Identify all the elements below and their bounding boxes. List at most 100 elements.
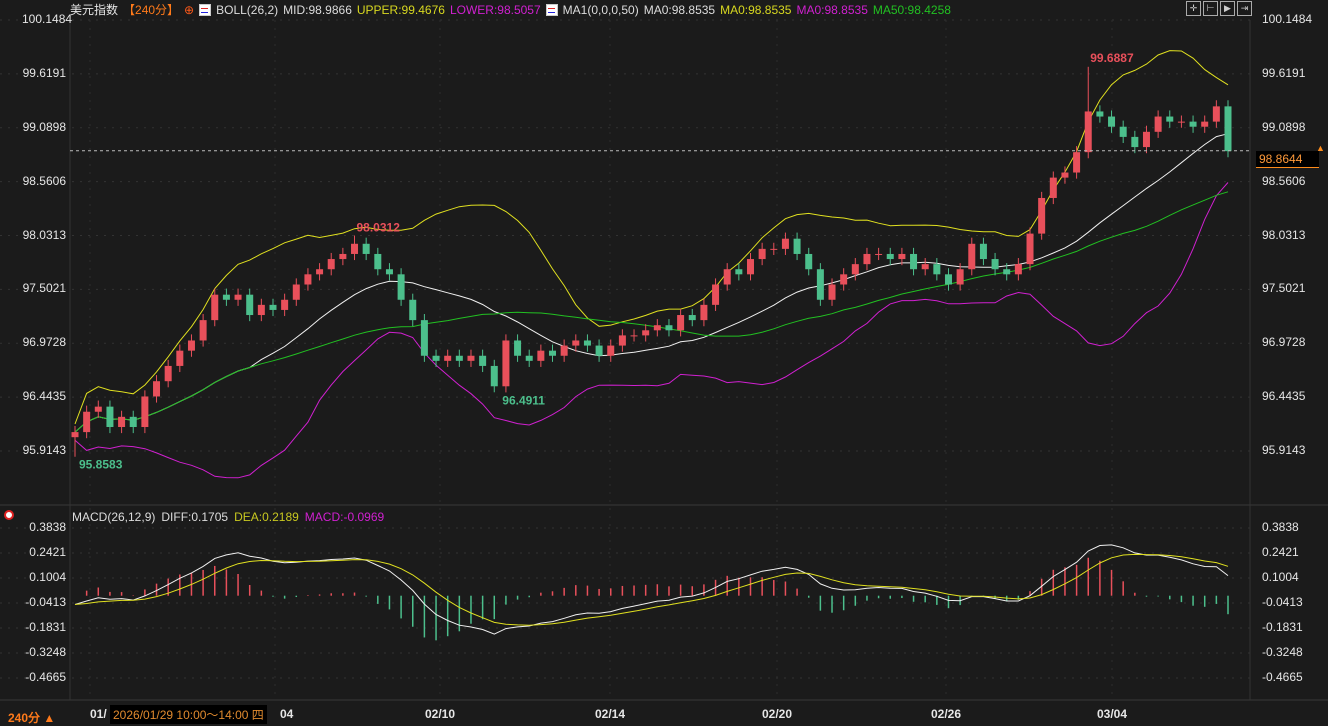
macd-tick-label: -0.1831 bbox=[1262, 620, 1303, 634]
candle-body bbox=[397, 274, 405, 300]
candle-body bbox=[257, 304, 265, 316]
candle-body bbox=[793, 238, 801, 254]
candle-body bbox=[1119, 126, 1127, 137]
candle-body bbox=[607, 345, 615, 356]
candle-body bbox=[339, 253, 347, 260]
candle-body bbox=[549, 350, 557, 356]
instrument-title: 美元指数 bbox=[70, 3, 119, 17]
candle-body bbox=[840, 274, 848, 285]
price-tick-label-left: 99.6191 bbox=[22, 65, 66, 80]
candle-body bbox=[327, 259, 335, 270]
candle-body bbox=[630, 335, 638, 337]
candle-body bbox=[281, 299, 289, 310]
candle-body bbox=[1049, 177, 1057, 198]
macd-name: MACD(26,12,9) bbox=[72, 510, 156, 524]
candle-body bbox=[1073, 152, 1081, 173]
macd-tick-label-left: 0.2421 bbox=[29, 545, 66, 559]
crosshair-circle-icon[interactable]: ⊕ bbox=[184, 2, 195, 17]
macd-header: MACD(26,12,9) DIFF:0.1705 DEA:0.2189 MAC… bbox=[72, 510, 384, 524]
price-tick-label: 99.0898 bbox=[1262, 119, 1306, 134]
candle-body bbox=[921, 264, 929, 270]
macd-tick-label: 0.3838 bbox=[1262, 520, 1299, 534]
candle-body bbox=[910, 253, 918, 270]
macd-diff: DIFF:0.1705 bbox=[161, 510, 229, 524]
candle-body bbox=[642, 330, 650, 336]
fit-left-icon[interactable]: ⊢ bbox=[1203, 1, 1218, 16]
macd-tick-label-left: -0.3248 bbox=[25, 645, 66, 659]
candle-body bbox=[1061, 172, 1069, 178]
date-tick-label: 03/04 bbox=[1097, 707, 1128, 721]
candle-body bbox=[304, 274, 312, 285]
candle-body bbox=[1189, 121, 1197, 127]
candle-body bbox=[490, 365, 498, 387]
candle-body bbox=[851, 264, 859, 275]
candle-body bbox=[374, 253, 382, 270]
candle-body bbox=[781, 238, 789, 249]
candle-body bbox=[618, 335, 626, 346]
candle-body bbox=[875, 253, 883, 255]
candle-body bbox=[735, 269, 743, 275]
boll-mid: MID:98.9866 bbox=[283, 2, 352, 17]
indicator-header: 美元指数 【240分】 ⊕ BOLL(26,2) MID:98.9866 UPP… bbox=[70, 1, 951, 18]
candle-body bbox=[1108, 116, 1116, 127]
candle-body bbox=[246, 294, 254, 316]
candle-body bbox=[688, 315, 696, 321]
candle-body bbox=[816, 269, 824, 300]
candle-body bbox=[199, 320, 207, 341]
candle-body bbox=[502, 340, 510, 387]
current-price-label: 98.8644 bbox=[1256, 151, 1319, 168]
macd-tick-label: -0.4665 bbox=[1262, 670, 1303, 684]
candle-body bbox=[1154, 116, 1162, 132]
macd-value: MACD:-0.0969 bbox=[304, 510, 385, 524]
period-badge[interactable]: 【240分】 bbox=[123, 3, 180, 17]
macd-tick-label-left: 0.3838 bbox=[29, 520, 66, 534]
candle-body bbox=[211, 294, 219, 321]
move-icon[interactable]: ✛ bbox=[1186, 1, 1201, 16]
period-selector[interactable]: 240分 ▲ bbox=[8, 711, 56, 725]
price-tick-label-left: 98.0313 bbox=[22, 227, 66, 242]
candle-body bbox=[83, 411, 91, 433]
candle-body bbox=[1212, 106, 1220, 122]
candle-body bbox=[153, 381, 161, 397]
ma0-value-2: MA0:98.8535 bbox=[720, 2, 792, 17]
candle-body bbox=[968, 243, 976, 270]
date-tick-label: 02/20 bbox=[762, 707, 793, 721]
candle-body bbox=[1201, 121, 1209, 127]
macd-tick-label-left: -0.1831 bbox=[25, 620, 66, 634]
candle-body bbox=[316, 269, 324, 275]
boll-indicator-icon[interactable] bbox=[199, 3, 212, 16]
fit-right-icon[interactable]: ▶ bbox=[1220, 1, 1235, 16]
max-price-annotation: 99.6887 bbox=[1090, 51, 1134, 65]
candle-body bbox=[572, 340, 580, 346]
ma0-value-3: MA0:98.8535 bbox=[796, 2, 868, 17]
price-tick-label: 97.5021 bbox=[1262, 281, 1306, 296]
price-tick-label-left: 96.4435 bbox=[22, 389, 66, 404]
ma-indicator-icon[interactable] bbox=[545, 3, 558, 16]
price-tick-label-left: 97.5021 bbox=[22, 281, 66, 296]
macd-tick-label: -0.3248 bbox=[1262, 645, 1303, 659]
candle-body bbox=[362, 243, 370, 254]
high-annotation: 98.0312 bbox=[357, 221, 401, 235]
candle-body bbox=[956, 269, 964, 285]
candle-body bbox=[933, 264, 941, 275]
price-tick-label-left: 96.9728 bbox=[22, 335, 66, 350]
low-annotation: 96.4911 bbox=[502, 393, 545, 407]
candle-body bbox=[455, 355, 463, 361]
chart-toolbar: ✛ ⊢ ▶ ⇥ bbox=[1186, 1, 1252, 16]
candle-body bbox=[700, 304, 708, 321]
price-tick-label-left: 100.1484 bbox=[22, 12, 73, 26]
boll-lower: LOWER:98.5057 bbox=[449, 2, 541, 17]
candle-body bbox=[292, 284, 300, 300]
candle-body bbox=[723, 269, 731, 285]
record-dot-icon[interactable] bbox=[4, 510, 14, 520]
candle-body bbox=[176, 350, 184, 366]
candle-body bbox=[991, 259, 999, 270]
candle-body bbox=[222, 294, 230, 300]
candle-body bbox=[164, 365, 172, 382]
scroll-end-icon[interactable]: ⇥ bbox=[1237, 1, 1252, 16]
macd-tick-label: 0.1004 bbox=[1262, 570, 1299, 584]
date-tick-label: 02/10 bbox=[425, 707, 456, 721]
candle-body bbox=[828, 284, 836, 300]
price-tick-label: 96.9728 bbox=[1262, 335, 1306, 350]
